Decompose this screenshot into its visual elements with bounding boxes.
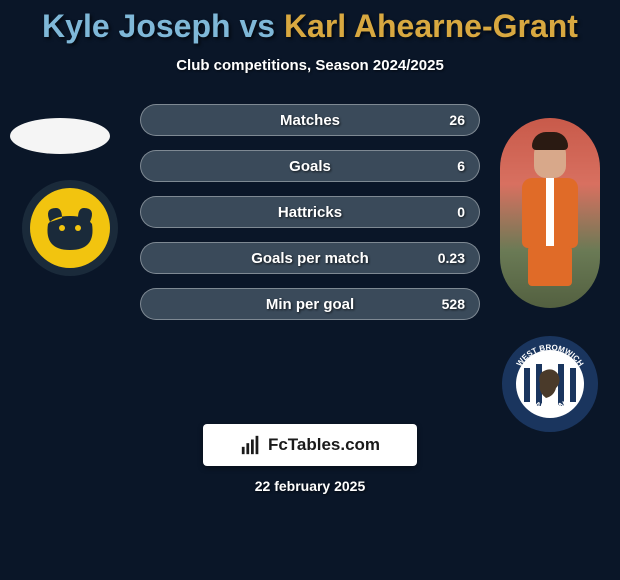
player1-name: Kyle Joseph — [42, 8, 231, 44]
stat-label: Goals per match — [251, 250, 369, 267]
stat-label: Hattricks — [278, 204, 342, 221]
player2-avatar — [500, 118, 600, 308]
stat-value: 6 — [457, 158, 465, 174]
player2-name: Karl Ahearne-Grant — [284, 8, 578, 44]
player1-club-crest — [20, 178, 120, 278]
stat-value: 528 — [442, 296, 465, 312]
stat-pill: Min per goal 528 — [140, 288, 480, 320]
vs-text: vs — [239, 8, 275, 44]
subtitle: Club competitions, Season 2024/2025 — [0, 57, 620, 74]
stat-pill: Hattricks 0 — [140, 196, 480, 228]
player1-avatar — [10, 118, 110, 154]
stat-value: 0.23 — [438, 250, 465, 266]
stat-value: 26 — [449, 112, 465, 128]
player2-club-crest: WEST BROMWICH ALBION — [500, 334, 600, 434]
stat-label: Min per goal — [266, 296, 354, 313]
brand-link[interactable]: FcTables.com — [203, 424, 417, 466]
stat-label: Goals — [289, 158, 331, 175]
stat-pill: Goals per match 0.23 — [140, 242, 480, 274]
date-text: 22 february 2025 — [0, 478, 620, 494]
stat-value: 0 — [457, 204, 465, 220]
page-title: Kyle Joseph vs Karl Ahearne-Grant — [0, 0, 620, 45]
stat-pill: Matches 26 — [140, 104, 480, 136]
stat-pill: Goals 6 — [140, 150, 480, 182]
brand-text: FcTables.com — [268, 435, 380, 455]
stat-label: Matches — [280, 112, 340, 129]
chart-icon — [240, 434, 262, 456]
